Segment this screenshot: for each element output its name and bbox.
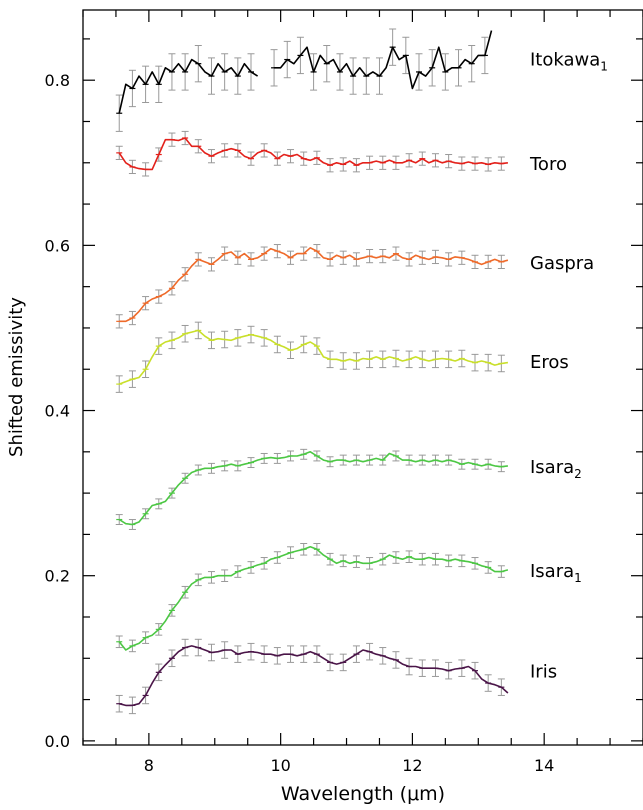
y-tick-label: 0.8 [45,71,70,90]
x-tick-label: 12 [402,756,422,775]
series-line [118,58,259,114]
axis-ticks [82,10,643,745]
error-bars [115,321,505,393]
y-tick-label: 0.0 [45,732,70,751]
series-isara-1 [115,542,509,653]
series-label: Itokawa1 [530,50,608,74]
x-axis-title: Wavelength (μm) [281,783,445,805]
series-line [118,545,509,651]
series-label: Isara2 [530,457,582,481]
series-line [118,329,509,385]
x-tick-label: 14 [534,756,554,775]
x-tick-label: 8 [144,756,154,775]
series-gaspra [115,244,509,329]
series-line [274,30,493,90]
series-label: Gaspra [530,253,594,274]
series-label: Toro [529,154,567,175]
series-eros [115,321,509,393]
series-label: Isara1 [530,561,582,585]
y-tick-label: 0.4 [45,402,70,421]
series-layer [115,28,509,715]
series-toro [115,130,508,177]
y-axis-title: Shifted emissivity [6,297,27,457]
series-itokawa-1 [115,28,493,132]
series-isara-2 [115,448,508,530]
y-tick-label: 0.2 [45,567,70,586]
series-label: Iris [530,662,557,683]
series-line [118,450,508,526]
series-line [119,645,509,707]
x-tick-label: 10 [270,756,290,775]
series-line [119,247,509,323]
series-iris [115,638,509,715]
plot-frame [82,9,643,746]
y-tick-label: 0.6 [45,236,70,255]
tick-labels: 8 10 12 14 0.0 0.2 0.4 0.6 0.8 [45,71,555,775]
series-label: Eros [530,352,569,373]
series-labels: Itokawa1 Toro Gaspra Eros Isara2 Isara1 Iris [529,50,608,683]
